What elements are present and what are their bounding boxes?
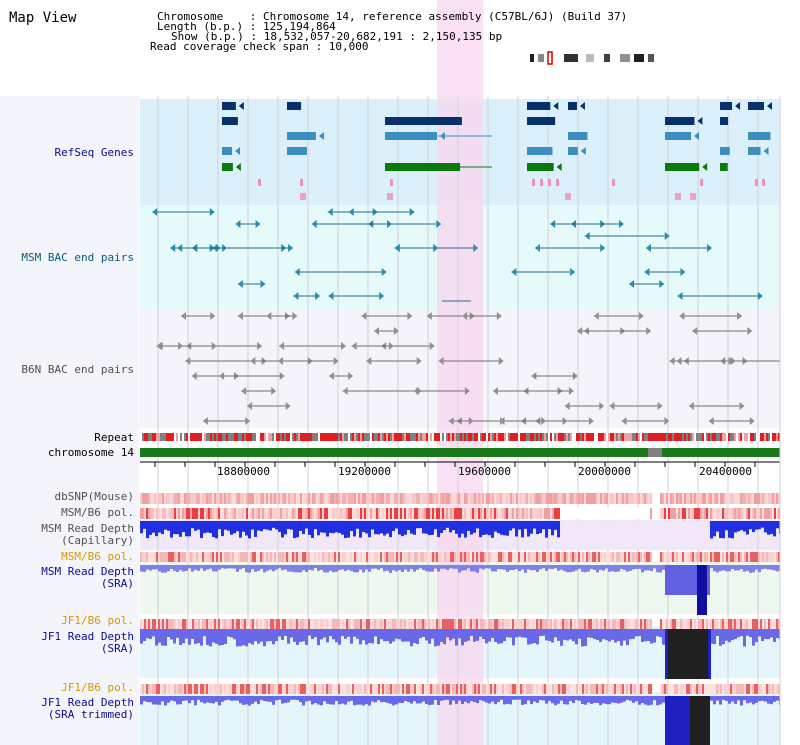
ruler-tick-2: 19200000 <box>338 465 391 478</box>
ruler-tick-4: 20000000 <box>578 465 631 478</box>
show-range-info: Show (b.p.) : 18,532,057-20,682,191 : 2,… <box>171 30 503 43</box>
ruler-tick-3: 19600000 <box>458 465 511 478</box>
jf1-trimmed-depth-plot <box>140 696 782 706</box>
msm-b6-pol-label-2[interactable]: MSM/B6 pol. <box>61 550 134 563</box>
ruler-tick-5: 20400000 <box>699 465 752 478</box>
label-column <box>0 96 139 745</box>
chromosome-bar <box>140 448 780 457</box>
msm-depth-sra-sub: (SRA) <box>100 577 134 590</box>
msm-depth-capillary-sub: (Capillary) <box>61 534 134 547</box>
msm-b6-pol-label[interactable]: MSM/B6 pol. <box>61 506 134 519</box>
ruler-tick-1: 18800000 <box>217 465 270 478</box>
jf1-trimmed-label[interactable]: JF1 Read Depth <box>41 696 134 709</box>
chromosome-label[interactable]: chromosome 14 <box>47 446 134 459</box>
msm-depth-sra-label[interactable]: MSM Read Depth <box>41 565 134 578</box>
dbsnp-label[interactable]: dbSNP(Mouse) <box>54 490 134 503</box>
jf1-b6-pol-label-2[interactable]: JF1/B6 pol. <box>61 681 134 694</box>
msm-depth-capillary-plot <box>140 521 782 539</box>
jf1-b6-pol-label[interactable]: JF1/B6 pol. <box>61 614 134 627</box>
b6n-bac-label[interactable]: B6N BAC end pairs <box>21 363 134 376</box>
page-title: Map View <box>9 10 77 26</box>
repeat-label[interactable]: Repeat <box>94 431 134 444</box>
chromosome-info: Chromosome : Chromosome 14, reference as… <box>157 10 628 23</box>
jf1-depth-sub: (SRA) <box>100 642 134 655</box>
msm-depth-capillary-label[interactable]: MSM Read Depth <box>41 522 134 535</box>
refseq-genes-label[interactable]: RefSeq Genes <box>54 146 134 159</box>
jf1-trimmed-sub: (SRA trimmed) <box>47 708 134 721</box>
length-info: Length (b.p.) : 125,194,864 <box>157 20 336 33</box>
msm-bac-label[interactable]: MSM BAC end pairs <box>21 251 134 264</box>
coverage-span-info: Read coverage check span : 10,000 <box>150 40 369 53</box>
jf1-depth-label[interactable]: JF1 Read Depth <box>41 630 134 643</box>
